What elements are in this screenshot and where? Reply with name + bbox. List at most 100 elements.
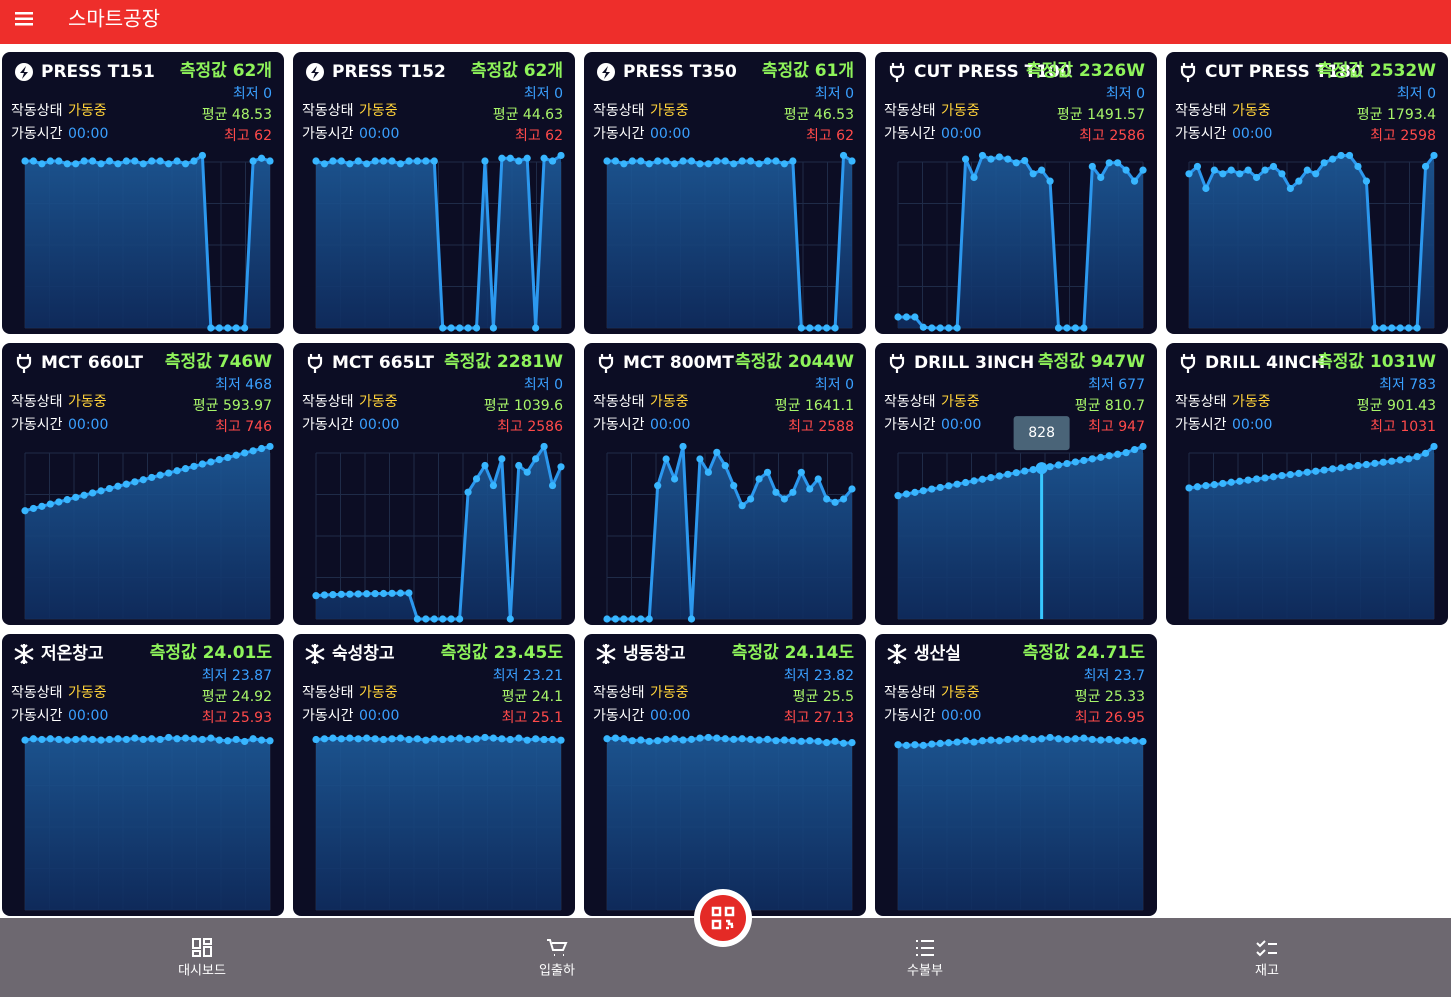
min-value: 최저 23.7 [1084,668,1145,684]
point [730,482,738,490]
point [388,157,396,165]
sensor-card[interactable]: MCT 800MT 측정값 2044W 최저 0 평균 1641.1 최고 2588 작동… [584,343,866,625]
point [1021,467,1029,475]
point [122,480,130,488]
point [55,157,63,165]
sensor-card[interactable]: MCT 665LT 측정값 2281W 최저 0 평균 1039.6 최고 2586 작동… [293,343,575,625]
point [181,160,190,168]
point [329,734,337,742]
area [1189,446,1434,619]
point [388,735,396,743]
time-value: 00:00 [359,708,399,724]
point [848,485,856,493]
avg-value: 평균 1039.6 [484,398,563,414]
area [316,155,561,328]
time-value: 00:00 [68,417,108,433]
sensor-card[interactable]: MCT 660LT 측정값 746W 최저 468 평균 593.97 최고 746 작동… [2,343,284,625]
sensor-card[interactable]: DRILL 3INCH 측정값 947W 최저 677 평균 810.7 최고 947 작… [875,343,1157,625]
point [1004,155,1012,163]
point [413,615,421,623]
menu-button[interactable] [15,12,33,26]
point [422,736,430,744]
status-value: 가동중 [941,103,980,119]
point [405,589,413,597]
point [1193,162,1202,171]
plug-icon [1180,63,1196,82]
point [1219,479,1227,488]
status-label: 작동상태 [11,685,63,701]
time-value: 00:00 [941,708,981,724]
status-label: 작동상태 [1175,394,1227,410]
time-value: 00:00 [650,417,690,433]
point [396,160,405,168]
nav-item[interactable]: 수불부 [907,940,943,979]
point [738,502,746,510]
avg-value: 평균 24.92 [202,689,272,705]
point [654,482,662,490]
plug-icon [307,354,323,373]
point [472,735,481,743]
point [439,615,447,623]
min-value: 최저 0 [233,86,272,102]
point [789,488,797,496]
point [379,735,388,744]
point [257,154,266,162]
point [628,737,636,745]
point [611,734,620,742]
point [839,495,848,503]
card-title: MCT 660LT [41,353,143,373]
point [961,155,970,163]
max-value: 최고 2588 [788,419,854,435]
point [413,157,421,165]
area [316,446,561,619]
point [995,737,1003,745]
status-value: 가동중 [1232,394,1271,410]
nav-item[interactable]: 입출하 [539,939,575,979]
point [1379,324,1387,332]
point [456,324,464,332]
point [1312,467,1320,475]
point [1029,735,1037,744]
point [1122,449,1130,457]
point [1063,459,1071,468]
point [224,453,232,462]
tooltip-text: 828 [1028,425,1055,441]
avg-value: 평균 1793.4 [1357,107,1436,123]
point [80,735,88,743]
point [1021,734,1029,742]
point [1004,735,1012,744]
measure-value: 측정값 24.01도 [150,643,273,663]
time-label: 가동시간 [1175,417,1227,433]
point [232,451,240,459]
point [97,160,105,168]
qr-button[interactable] [694,889,752,947]
point [1278,170,1286,178]
point [312,735,320,744]
area [898,446,1143,619]
point [1097,173,1105,182]
bolt-icon [311,66,319,79]
status-value: 가동중 [68,685,107,701]
nav-item[interactable]: 재고 [1255,940,1279,979]
nav-item[interactable]: 대시보드 [178,938,226,979]
point [249,735,257,743]
status-value: 가동중 [68,394,107,410]
point [139,476,147,484]
status-value: 가동중 [1232,103,1271,119]
point [156,735,164,744]
point [1012,735,1020,743]
point [970,173,978,182]
point [363,590,371,598]
point [1105,735,1113,744]
